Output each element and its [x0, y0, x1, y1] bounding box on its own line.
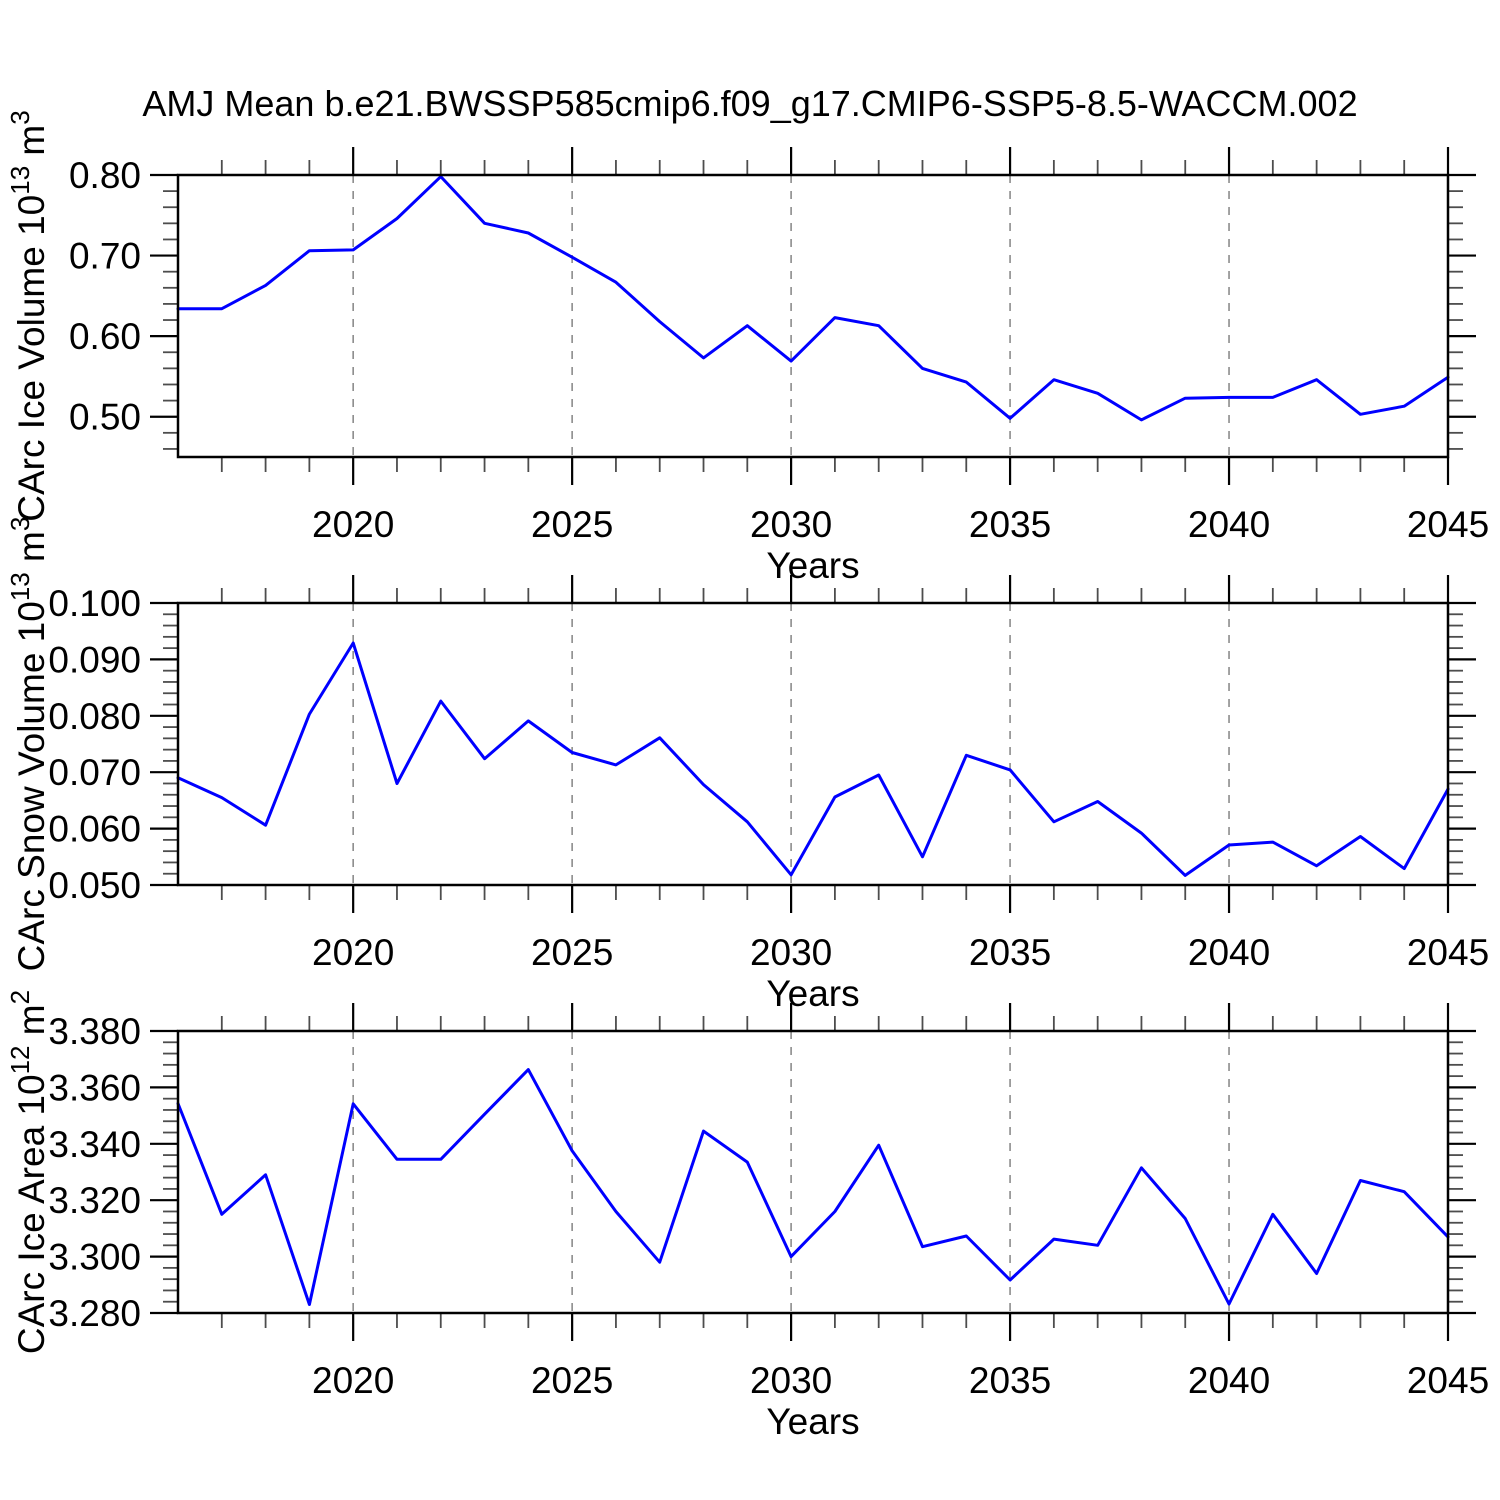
axis-ticks — [150, 575, 1476, 913]
y-tick-label: 0.060 — [48, 809, 141, 850]
grid-lines — [352, 1031, 1230, 1313]
y-tick-label: 0.100 — [48, 583, 141, 624]
x-tick-label: 2020 — [312, 504, 394, 545]
y-axis-title: CArc Snow Volume 1013 m3 — [5, 517, 52, 972]
x-tick-label: 2035 — [969, 932, 1051, 973]
x-axis-title: Years — [766, 545, 859, 586]
panel-carc-ice-volume: 0.50 0.60 0.70 0.80 2020 2025 2030 2035 2040 2045… — [5, 110, 1489, 586]
axis-ticks — [150, 1003, 1476, 1341]
x-tick-label: 2040 — [1188, 504, 1270, 545]
x-tick-labels: 2020 2025 2030 2035 2040 2045 — [312, 504, 1489, 545]
x-axis-title: Years — [766, 973, 859, 1014]
plot-frame — [176, 601, 1450, 887]
chart-title: AMJ Mean b.e21.BWSSP585cmip6.f09_g17.CMI… — [142, 83, 1358, 124]
x-tick-label: 2025 — [531, 504, 613, 545]
y-tick-label: 0.050 — [48, 865, 141, 906]
y-tick-label: 3.300 — [48, 1237, 141, 1278]
x-tick-labels: 2020 2025 2030 2035 2040 2045 — [312, 1360, 1489, 1401]
y-tick-label: 3.340 — [48, 1124, 141, 1165]
x-tick-label: 2045 — [1407, 1360, 1489, 1401]
x-tick-label: 2025 — [531, 1360, 613, 1401]
x-tick-labels: 2020 2025 2030 2035 2040 2045 — [312, 932, 1489, 973]
x-tick-label: 2020 — [312, 932, 394, 973]
y-tick-labels: 3.280 3.300 3.320 3.340 3.360 3.380 — [48, 1011, 141, 1334]
y-tick-label: 3.320 — [48, 1180, 141, 1221]
y-tick-label: 0.50 — [69, 397, 141, 438]
x-tick-label: 2040 — [1188, 932, 1270, 973]
y-tick-labels: 0.050 0.060 0.070 0.080 0.090 0.100 — [48, 583, 141, 906]
y-tick-label: 0.080 — [48, 696, 141, 737]
y-tick-label: 3.280 — [48, 1293, 141, 1334]
x-tick-label: 2025 — [531, 932, 613, 973]
y-tick-label: 0.60 — [69, 316, 141, 357]
plot-frame — [176, 1029, 1450, 1315]
grid-lines — [352, 603, 1230, 885]
x-tick-label: 2035 — [969, 1360, 1051, 1401]
x-tick-label: 2035 — [969, 504, 1051, 545]
plot-frame — [176, 173, 1450, 459]
x-tick-label: 2030 — [750, 932, 832, 973]
x-tick-label: 2020 — [312, 1360, 394, 1401]
y-axis-title: CArc Ice Volume 1013 m3 — [5, 110, 52, 521]
x-tick-label: 2045 — [1407, 932, 1489, 973]
axis-ticks — [150, 147, 1476, 485]
y-tick-label: 0.070 — [48, 752, 141, 793]
x-tick-label: 2040 — [1188, 1360, 1270, 1401]
x-tick-label: 2045 — [1407, 504, 1489, 545]
x-tick-label: 2030 — [750, 504, 832, 545]
x-axis-title: Years — [766, 1401, 859, 1442]
y-tick-label: 3.360 — [48, 1067, 141, 1108]
carc-snow-volume-line — [176, 641, 1450, 877]
y-tick-label: 0.090 — [48, 639, 141, 680]
carc-ice-volume-line — [176, 175, 1450, 422]
y-tick-label: 0.70 — [69, 236, 141, 277]
carc-ice-area-line — [176, 1068, 1450, 1306]
x-tick-label: 2030 — [750, 1360, 832, 1401]
grid-lines — [352, 175, 1230, 457]
y-tick-label: 3.380 — [48, 1011, 141, 1052]
y-tick-labels: 0.50 0.60 0.70 0.80 — [69, 155, 141, 438]
y-tick-label: 0.80 — [69, 155, 141, 196]
y-axis-title: CArc Ice Area 1012 m2 — [5, 990, 52, 1354]
